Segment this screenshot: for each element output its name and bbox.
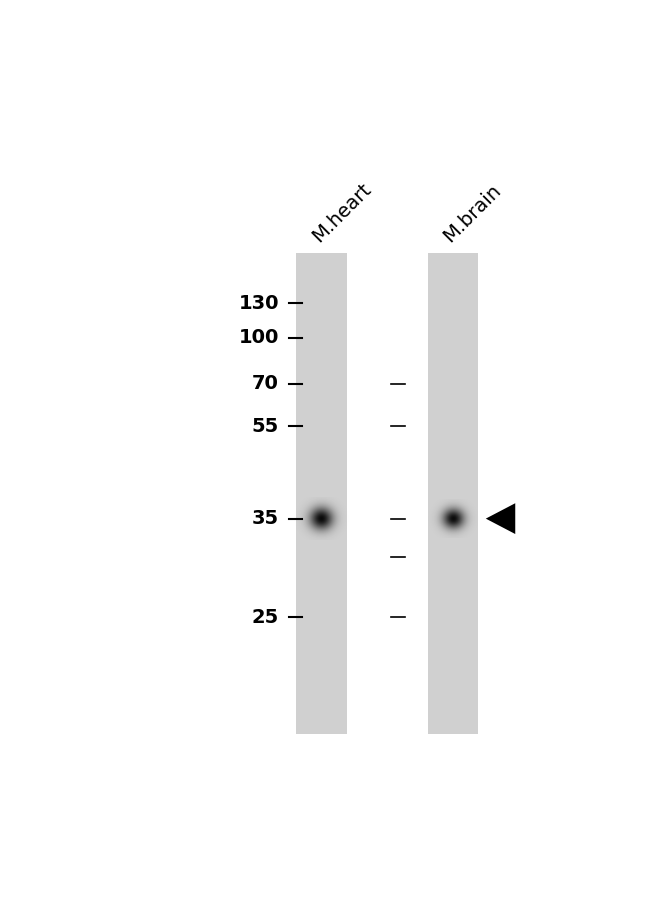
Text: M.brain: M.brain: [440, 181, 505, 246]
Text: 55: 55: [252, 416, 279, 436]
Text: M.heart: M.heart: [308, 180, 374, 246]
Text: 130: 130: [239, 294, 279, 312]
Bar: [428, 253, 478, 734]
Bar: [296, 253, 346, 734]
Text: 35: 35: [252, 509, 279, 528]
Polygon shape: [486, 503, 515, 534]
Text: 25: 25: [252, 608, 279, 626]
Text: 100: 100: [239, 328, 279, 347]
Text: 70: 70: [252, 374, 279, 393]
